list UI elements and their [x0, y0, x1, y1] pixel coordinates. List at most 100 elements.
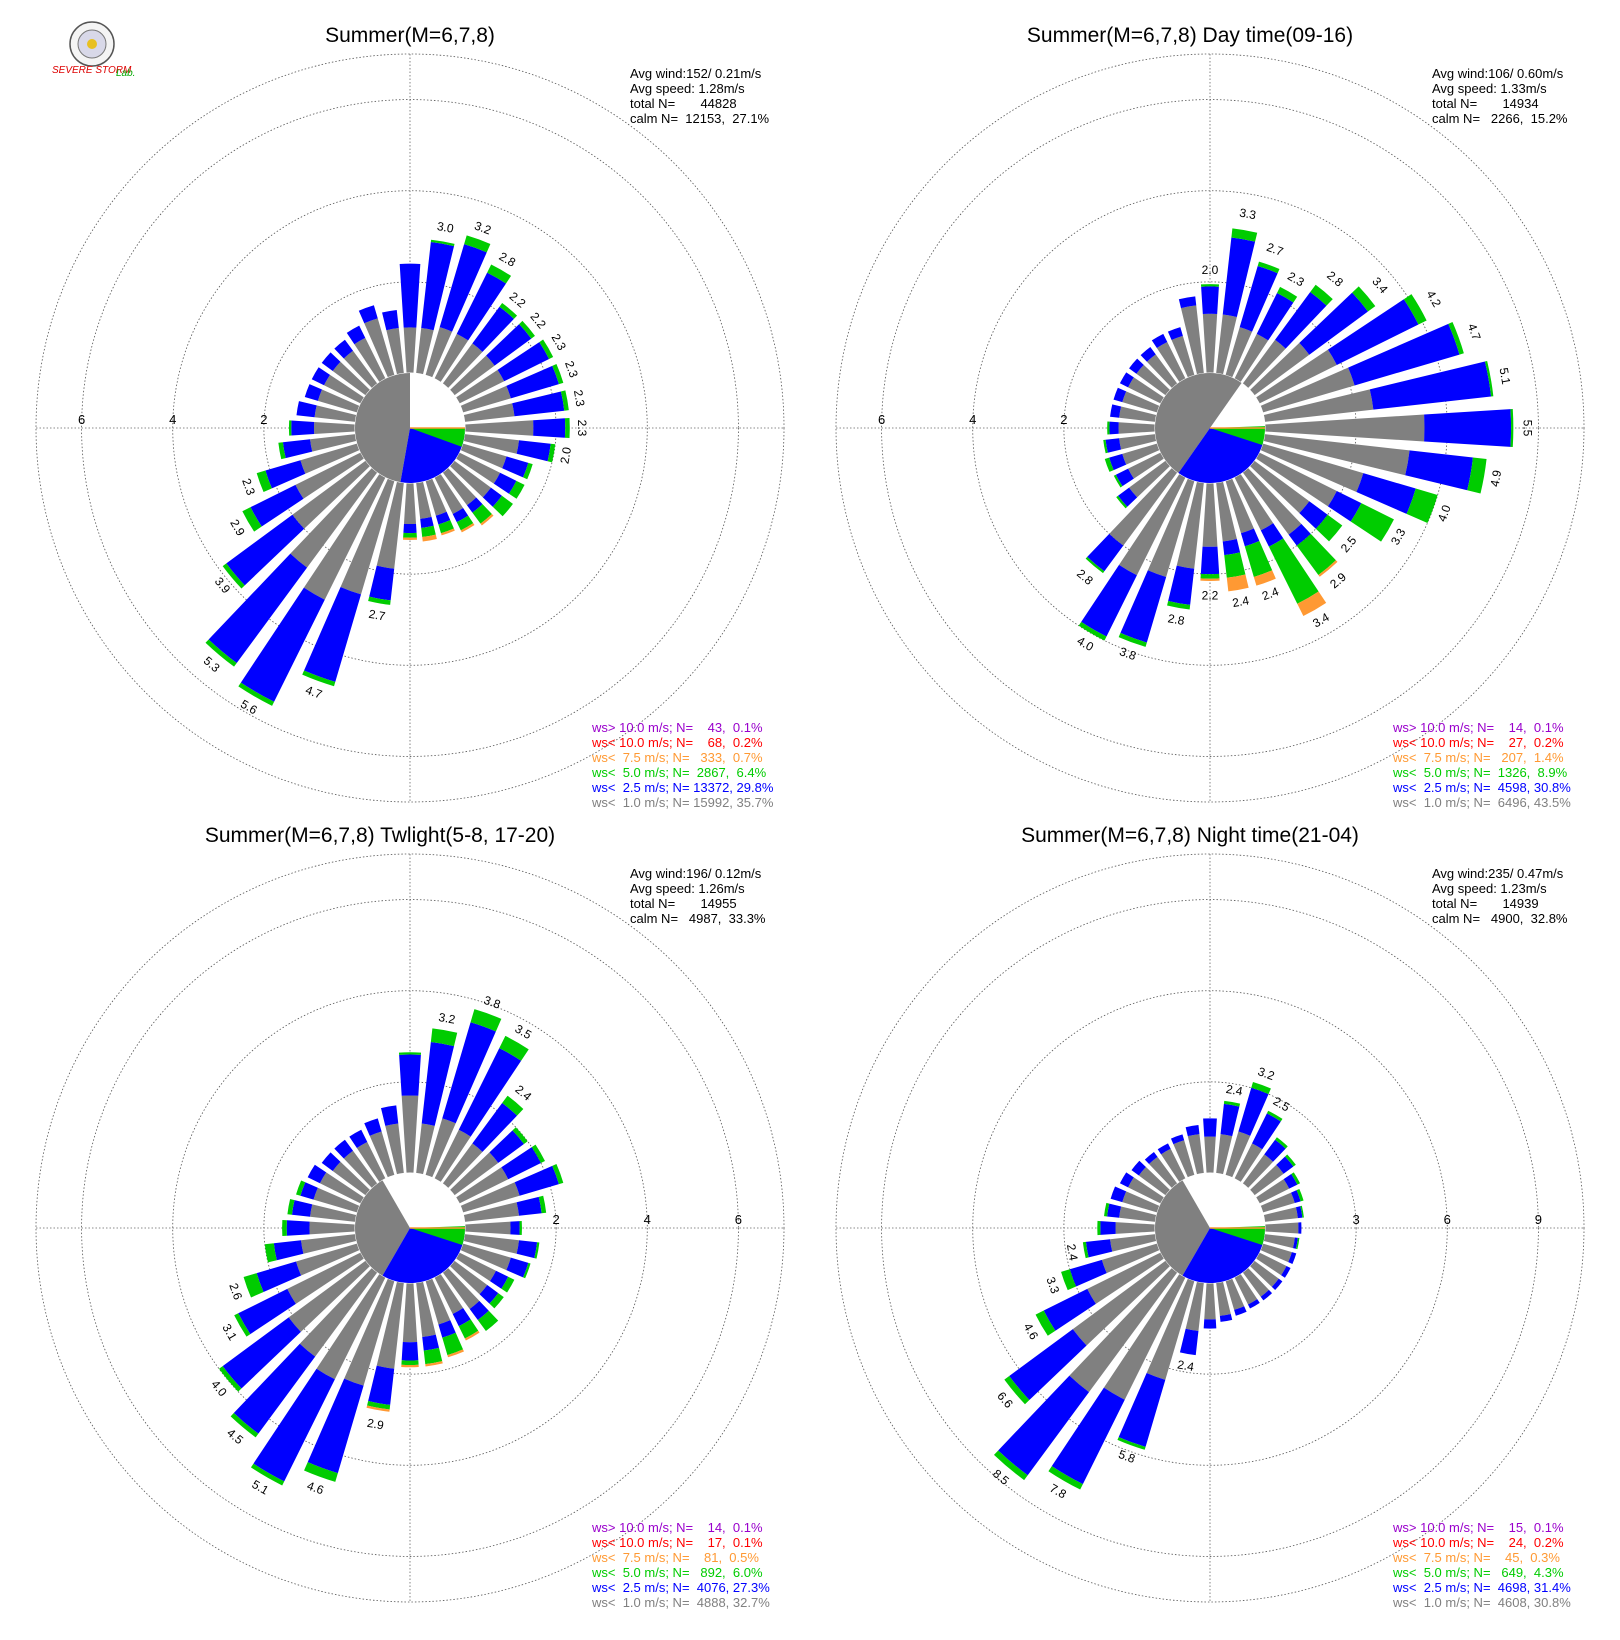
bar-seg-lt1 [1249, 1164, 1284, 1196]
bar-seg-lt2_5 [382, 309, 399, 331]
bar-value-label: 4.5 [224, 1426, 246, 1448]
bar-seg-lt1 [1149, 1156, 1178, 1189]
bar-seg-lt5 [523, 462, 533, 480]
logo-text-right: Lab. [116, 68, 135, 79]
ring-tick-label: 4 [969, 412, 976, 427]
bar-seg-lt2_5 [1356, 473, 1416, 514]
bar-seg-lt1 [1260, 1243, 1292, 1263]
bar-seg-lt1 [442, 467, 477, 506]
bar-seg-lt1 [1147, 478, 1195, 577]
bar-seg-lt1 [1242, 1154, 1274, 1189]
bar-seg-lt5 [1061, 1269, 1077, 1291]
direction-bar [1157, 1143, 1186, 1183]
direction-bar [1129, 358, 1171, 396]
bar-seg-lt2_5 [238, 1288, 296, 1335]
bar-seg-lt2_5 [1271, 1278, 1283, 1291]
direction-bar: 2.7 [1225, 240, 1286, 378]
direction-bar [1260, 1188, 1304, 1213]
bar-seg-lt1 [1110, 1234, 1157, 1252]
legend-entry: ws< 2.5 m/s; N= 13372, 29.8% [591, 780, 774, 795]
bar-seg-lt1 [1225, 478, 1254, 534]
bar-seg-lt2_5 [369, 565, 395, 601]
bar-value-label: 4.0 [1435, 503, 1454, 524]
bar-seg-lt5 [534, 1242, 540, 1259]
calm-sector [410, 428, 465, 447]
direction-bar [288, 420, 356, 436]
bar-seg-lt2_5 [497, 342, 550, 382]
bar-seg-lt5 [423, 1347, 443, 1365]
bar-seg-lt1 [1119, 473, 1186, 576]
direction-bar [1242, 1137, 1288, 1189]
bar-seg-lt2_5 [291, 1200, 313, 1217]
bar-seg-lt5 [304, 1462, 338, 1482]
bar-seg-lt1 [319, 1172, 365, 1204]
bar-seg-lt1 [1234, 333, 1269, 383]
bar-value-label: 2.3 [562, 359, 581, 380]
direction-bar [1225, 1278, 1247, 1316]
bar-seg-lt1 [449, 355, 495, 396]
direction-bar: 3.2 [425, 219, 494, 378]
bar-seg-lt2_5 [1009, 1329, 1087, 1401]
bar-seg-lt5 [1116, 495, 1128, 509]
bar-seg-lt2_5 [321, 352, 341, 372]
bar-seg-lt2_5 [358, 305, 378, 324]
direction-bar [449, 1127, 528, 1196]
direction-bar [349, 1129, 386, 1183]
bar-seg-lt1 [1069, 1267, 1178, 1393]
bar-value-label: 2.4 [1260, 584, 1281, 603]
bar-seg-lt5 [499, 1035, 529, 1061]
bar-seg-lt7_5 [480, 514, 494, 526]
direction-bar [321, 352, 371, 396]
bar-seg-lt5 [1315, 514, 1343, 542]
stat-avg-wind: Avg wind:196/ 0.12m/s [630, 866, 762, 881]
bar-seg-lt1 [416, 328, 434, 375]
direction-bar: 2.5 [1249, 460, 1360, 555]
bar-seg-lt7_5 [402, 537, 418, 540]
bar-seg-lt1 [1072, 1260, 1171, 1346]
direction-bar: 3.4 [1234, 473, 1332, 630]
bar-seg-lt1 [313, 421, 356, 435]
bar-seg-lt2_5 [349, 1129, 368, 1149]
bar-value-label: 3.2 [473, 219, 494, 238]
bar-seg-lt2_5 [493, 472, 517, 494]
bar-value-label: 2.4 [1225, 1082, 1244, 1099]
stat-calm-n: calm N= 4900, 32.8% [1432, 911, 1568, 926]
bar-seg-lt2_5 [296, 401, 317, 418]
bar-seg-lt2_5 [489, 1130, 524, 1163]
direction-bar: 2.6 [226, 1243, 360, 1302]
bar-seg-lt1 [364, 318, 395, 378]
bar-seg-lt5 [1048, 1466, 1083, 1490]
direction-bar: 2.3 [239, 443, 360, 497]
bar-seg-lt5 [508, 480, 525, 499]
bar-seg-lt1 [1216, 481, 1237, 542]
stat-calm-n: calm N= 12153, 27.1% [630, 111, 770, 126]
direction-bar [463, 1195, 547, 1222]
bar-seg-lt2_5 [1109, 453, 1127, 471]
bar-seg-lt2_5 [1144, 1151, 1158, 1164]
bar-seg-lt5 [1104, 1202, 1110, 1217]
bar-value-label: 2.0 [1202, 263, 1219, 277]
bar-seg-lt2_5 [364, 1118, 382, 1136]
bar-seg-lt1 [1136, 364, 1171, 396]
stat-total-n: total N= 14934 [1432, 96, 1539, 111]
direction-bar: 2.0 [1200, 263, 1220, 374]
bar-seg-lt2_5 [311, 367, 331, 386]
bar-seg-lt5 [472, 504, 492, 524]
direction-bar [434, 1273, 480, 1341]
bar-value-label: 2.7 [1265, 240, 1286, 259]
calm-sector [355, 373, 410, 483]
bar-seg-lt5 [368, 596, 391, 605]
bar-seg-lt1 [1249, 460, 1310, 514]
bar-value-label: 2.3 [1285, 269, 1307, 290]
direction-bar [1249, 1260, 1283, 1291]
bar-value-label: 3.0 [436, 219, 455, 236]
bar-seg-lt5 [1004, 1376, 1030, 1405]
calm-sector [1154, 373, 1210, 474]
bar-seg-lt1 [1204, 1136, 1216, 1174]
bar-seg-lt7_5 [1318, 560, 1338, 577]
bar-seg-lt5 [538, 1195, 547, 1214]
bar-seg-lt1 [434, 1273, 464, 1315]
legend-entry: ws< 1.0 m/s; N= 15992, 35.7% [591, 795, 774, 810]
bar-seg-lt5 [1406, 488, 1438, 523]
